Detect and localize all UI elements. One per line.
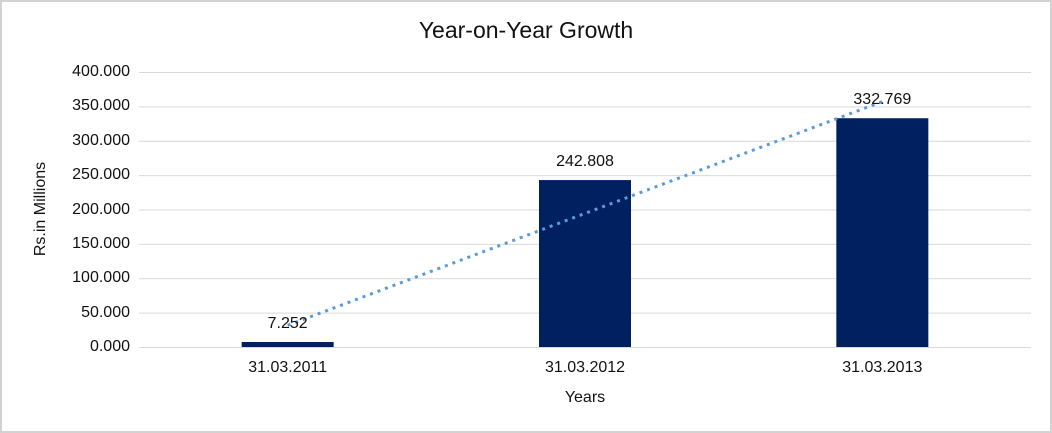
trendline-dotted [287, 100, 883, 327]
y-tick-100.000: 100.000 [72, 269, 130, 287]
y-tick-300.000: 300.000 [72, 131, 130, 149]
y-tick-50.000: 50.000 [81, 303, 130, 321]
y-tick-250.000: 250.000 [72, 166, 130, 184]
y-tick-200.000: 200.000 [72, 200, 130, 218]
x-axis-title: Years [564, 389, 606, 406]
y-tick-150.000: 150.000 [72, 234, 130, 252]
data-label-242.808: 242.808 [556, 153, 614, 171]
bar-31.03.2012 [539, 180, 631, 347]
bar-31.03.2011 [241, 342, 334, 347]
x-tick-31.03.2013: 31.03.2013 [842, 359, 923, 376]
data-label-332.769: 332.769 [853, 91, 912, 109]
chart-title: Year-on-Year Growth [418, 17, 634, 43]
bar-31.03.2013 [836, 118, 929, 347]
data-label-7.252: 7.252 [267, 315, 308, 332]
y-tick-350.000: 350.000 [72, 97, 130, 115]
x-tick-31.03.2012: 31.03.2012 [544, 359, 626, 376]
x-tick-31.03.2011: 31.03.2011 [248, 359, 328, 376]
y-tick-400.000: 400.000 [72, 63, 130, 80]
y-tick-0.000: 0.000 [89, 338, 130, 355]
